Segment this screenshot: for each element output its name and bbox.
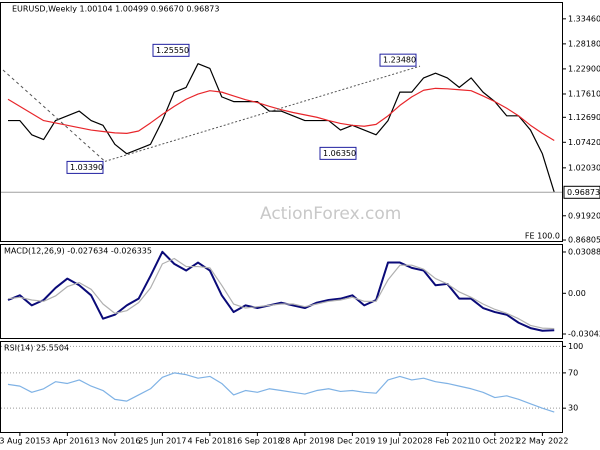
annotation-label: 1.06350: [323, 149, 356, 158]
series-line: [7, 257, 555, 330]
y-tick-label: 0.00: [568, 289, 586, 298]
annotation-box: [319, 146, 357, 160]
series-line: [8, 63, 555, 193]
last-price-box: [563, 185, 600, 199]
rsi-title: RSI(14) 25.5504: [4, 344, 69, 353]
x-tick-label: 4 Feb 2018: [188, 437, 233, 446]
annotation-box: [66, 160, 104, 174]
y-tick-label: 0.91920: [568, 211, 600, 220]
price-panel: [0, 2, 563, 242]
x-tick-label: 10 Oct 2021: [470, 437, 519, 446]
annotation-box: [152, 43, 190, 57]
annotation-label: 1.23480: [383, 56, 416, 65]
series-line: [7, 250, 555, 332]
y-tick-label: 1.17610: [568, 89, 600, 98]
x-tick-label: 3 Apr 2016: [45, 437, 89, 446]
y-tick-label: 1.22900: [568, 64, 600, 73]
trend-line: [104, 65, 421, 162]
rsi-panel: [0, 341, 563, 433]
y-tick-label: -0.030421: [568, 330, 600, 339]
x-tick-label: 16 Sep 2018: [232, 437, 283, 446]
x-tick-label: 28 Feb 2021: [422, 437, 472, 446]
trend-line: [2, 69, 106, 162]
chart-title: EURUSD,Weekly 1.00104 1.00499 0.96670 0.…: [12, 5, 219, 14]
x-tick-label: 25 Jun 2017: [138, 437, 186, 446]
y-tick-label: 1.33460: [568, 14, 600, 23]
annotation-box: [379, 53, 417, 67]
y-tick-label: 1.12690: [568, 113, 600, 122]
series-line: [7, 87, 555, 142]
series-line: [7, 372, 555, 413]
x-tick-label: 13 Nov 2016: [89, 437, 140, 446]
x-tick-label: 23 Aug 2015: [0, 437, 46, 446]
y-tick-label: 70: [568, 368, 578, 377]
x-tick-label: 8 Dec 2019: [329, 437, 375, 446]
watermark: ActionForex.com: [260, 204, 401, 224]
y-tick-label: 30: [568, 404, 578, 413]
annotation-label: 1.03390: [70, 163, 103, 172]
last-price-label: 0.96873: [567, 188, 600, 197]
x-tick-label: 19 Jul 2020: [377, 437, 422, 446]
y-tick-label: 100: [568, 342, 583, 351]
y-tick-label: 0.030882: [568, 247, 600, 256]
y-tick-label: 1.07420: [568, 138, 600, 147]
x-tick-label: 22 May 2022: [516, 437, 568, 446]
annotation-label: 1.25550: [156, 46, 189, 55]
y-tick-label: 1.02030: [568, 163, 600, 172]
y-tick-label: 0.86805: [568, 236, 600, 245]
y-tick-label: 1.28180: [568, 39, 600, 48]
macd-panel: [0, 244, 563, 339]
x-tick-label: 28 Apr 2019: [280, 437, 329, 446]
macd-title: MACD(12,26,9) -0.027634 -0.026335: [4, 247, 152, 256]
fe-note: FE 100.0: [525, 232, 560, 241]
